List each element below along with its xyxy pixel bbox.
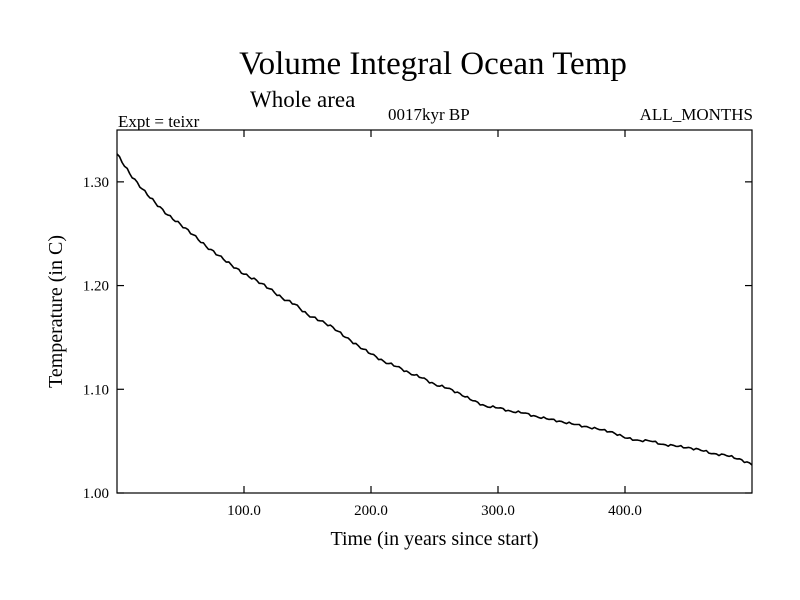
x-tick-labels: 100.0 200.0 300.0 400.0 — [227, 503, 642, 519]
x-tick-label: 300.0 — [481, 503, 515, 519]
axis-ticks — [117, 130, 752, 494]
y-tick-label: 1.00 — [83, 486, 109, 502]
plot-frame — [116, 129, 753, 494]
x-tick-label: 400.0 — [608, 503, 642, 519]
chart-subtitle: Whole area — [250, 87, 356, 112]
y-axis-label: Temperature (in C) — [45, 235, 67, 388]
experiment-label: Expt = teixr — [118, 112, 200, 131]
temperature-series-line — [116, 153, 753, 466]
x-tick-label: 100.0 — [227, 503, 261, 519]
x-tick-label: 200.0 — [354, 503, 388, 519]
chart-title: Volume Integral Ocean Temp — [239, 46, 627, 82]
y-tick-label: 1.10 — [83, 382, 109, 398]
y-tick-label: 1.30 — [83, 175, 109, 191]
months-label: ALL_MONTHS — [639, 105, 753, 124]
x-axis-label: Time (in years since start) — [330, 528, 538, 550]
y-tick-label: 1.20 — [83, 279, 109, 295]
y-tick-labels: 1.00 1.10 1.20 1.30 — [83, 175, 109, 502]
period-label: 0017kyr BP — [388, 105, 470, 124]
